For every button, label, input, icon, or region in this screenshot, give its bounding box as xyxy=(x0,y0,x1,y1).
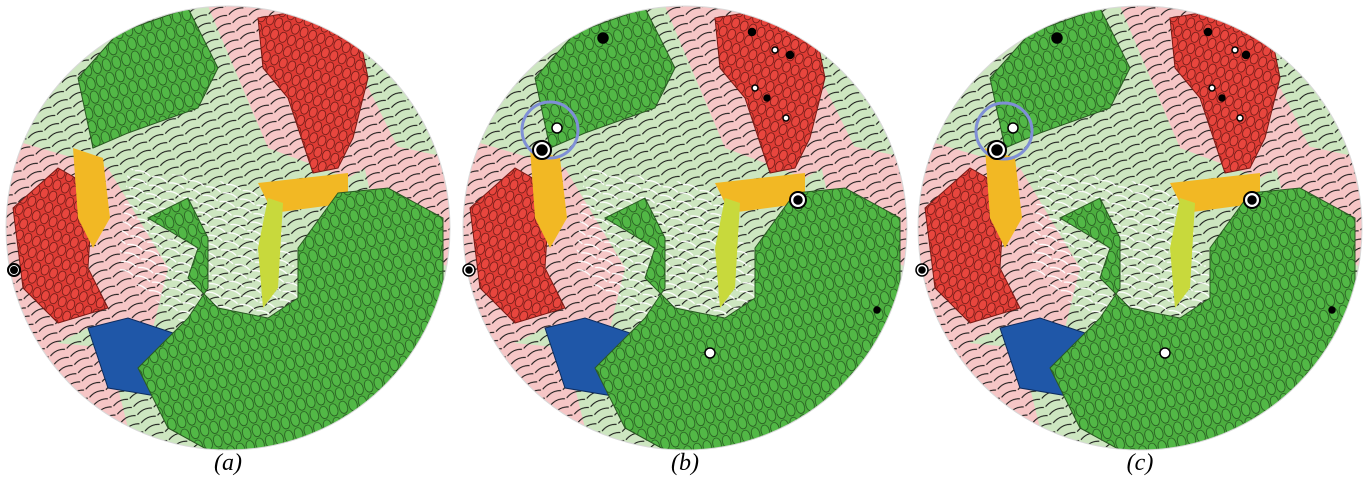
markers-a xyxy=(8,264,20,276)
figure: (a) (b) (c) xyxy=(0,0,1370,484)
panel-image-a xyxy=(6,6,450,450)
body: (a) (b) (c) (() => { const data = JSON.p… xyxy=(0,0,1370,484)
panel-label: (a) xyxy=(214,450,242,476)
panel-label: (b) xyxy=(671,450,699,476)
panel-image-b xyxy=(463,6,907,450)
panel-image-c xyxy=(918,6,1362,450)
page: Figure {"panels": [{"label": "(a)"}, {"l… xyxy=(0,0,1370,484)
panel-label: (c) xyxy=(1127,450,1154,476)
